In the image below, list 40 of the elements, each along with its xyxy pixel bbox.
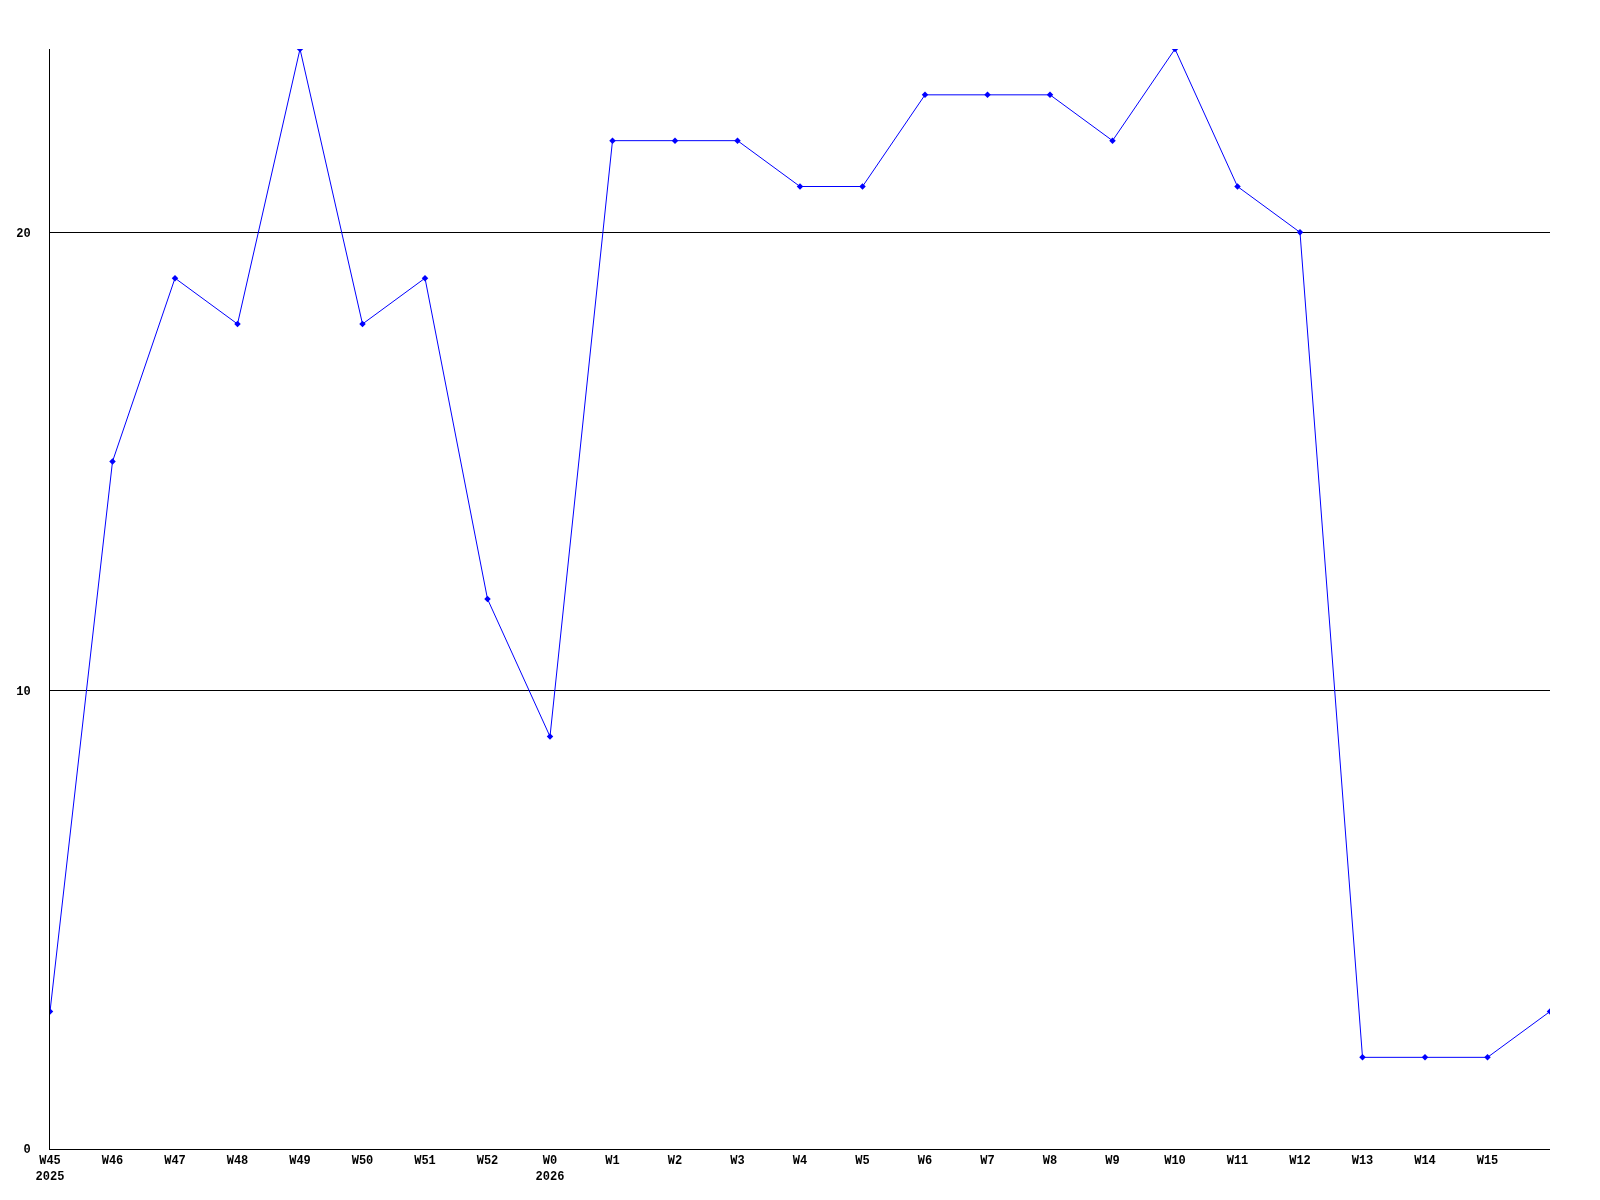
y-tick-label: 0	[23, 1143, 31, 1158]
x-tick-label: W51	[414, 1154, 436, 1169]
point	[1359, 1054, 1366, 1061]
point	[1484, 1054, 1491, 1061]
point	[859, 183, 866, 190]
point	[609, 137, 616, 144]
line-series	[50, 49, 1550, 1061]
point	[1046, 91, 1054, 99]
x-tick-label: W9	[1105, 1154, 1120, 1169]
point	[734, 137, 741, 144]
x-tick-label: W10	[1164, 1154, 1186, 1169]
x-tick-label: W46	[101, 1154, 124, 1169]
x-tick-label: W5	[855, 1154, 870, 1169]
x-tick-label: W4	[792, 1154, 808, 1169]
x-tick-label: W1	[605, 1154, 620, 1169]
x-tick-label: W0 2026	[535, 1154, 565, 1184]
x-tick-label: W2	[667, 1154, 683, 1169]
point	[171, 274, 179, 282]
x-tick-label: W3	[730, 1154, 745, 1169]
x-tick-label: W49	[289, 1154, 311, 1169]
x-tick-label: W45 2025	[35, 1154, 65, 1184]
x-tick-label: W14	[1414, 1154, 1436, 1169]
point	[421, 274, 429, 282]
x-tick-label: W52	[476, 1154, 499, 1169]
x-tick-label: W48	[226, 1154, 249, 1169]
x-tick-label: W7	[980, 1154, 995, 1169]
point	[1234, 183, 1241, 190]
x-tick-label: W6	[917, 1154, 933, 1169]
y-tick-label: 20	[16, 226, 31, 241]
point	[1109, 137, 1116, 144]
x-tick-label: W12	[1289, 1154, 1311, 1169]
x-tick-label: W13	[1351, 1154, 1374, 1169]
point	[921, 91, 929, 99]
x-tick-label: W47	[164, 1154, 186, 1169]
x-tick-label: W15	[1476, 1154, 1499, 1169]
y-tick-label: 10	[16, 684, 31, 699]
x-tick-label: W50	[351, 1154, 374, 1169]
x-tick-label: W8	[1042, 1154, 1058, 1169]
x-tick-label: W11	[1226, 1154, 1249, 1169]
point	[109, 458, 116, 465]
